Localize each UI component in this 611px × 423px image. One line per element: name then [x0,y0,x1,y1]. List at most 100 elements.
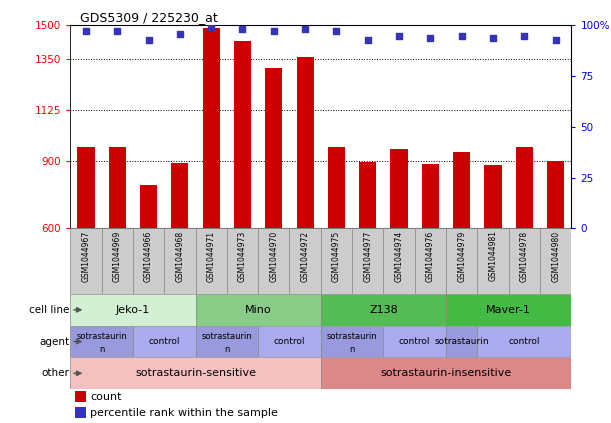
Point [457,32,467,39]
Text: GSM1044974: GSM1044974 [395,231,403,282]
Bar [196,326,258,357]
Bar [446,294,571,326]
Text: GSM1044980: GSM1044980 [551,231,560,282]
Bar [203,28,220,228]
Text: GSM1044971: GSM1044971 [207,231,216,282]
Text: GSM1044976: GSM1044976 [426,231,435,282]
Bar [164,228,196,294]
Text: GSM1044981: GSM1044981 [489,231,497,281]
Bar [70,228,101,294]
Text: GSM1044973: GSM1044973 [238,231,247,282]
Bar [101,228,133,294]
Bar [321,326,384,357]
Bar [140,185,157,228]
Bar [78,147,95,228]
Text: sotrastaurin: sotrastaurin [327,332,378,341]
Bar [321,228,352,294]
Bar [296,57,313,228]
Bar [70,326,133,357]
Text: cell line: cell line [29,305,70,315]
Bar [321,357,571,389]
Bar [422,164,439,228]
Bar [227,228,258,294]
Text: GDS5309 / 225230_at: GDS5309 / 225230_at [80,11,218,24]
Point [207,24,216,31]
Text: GSM1044977: GSM1044977 [364,231,372,282]
Bar [477,228,509,294]
Text: GSM1044970: GSM1044970 [269,231,278,282]
Bar [453,152,470,228]
Bar [384,326,446,357]
Bar [75,407,86,418]
Bar [70,357,321,389]
Text: sotrastaurin-insensitive: sotrastaurin-insensitive [381,368,511,378]
Bar [509,228,540,294]
Bar [359,162,376,228]
Text: n: n [349,345,355,354]
Text: GSM1044967: GSM1044967 [81,231,90,282]
Text: n: n [99,345,104,354]
Bar [390,149,408,228]
Text: Mino: Mino [245,305,271,315]
Text: percentile rank within the sample: percentile rank within the sample [90,408,278,418]
Text: GSM1044978: GSM1044978 [520,231,529,282]
Bar [446,326,477,357]
Text: Maver-1: Maver-1 [486,305,531,315]
Point [81,28,91,35]
Bar [196,294,321,326]
Point [112,28,122,35]
Text: Jeko-1: Jeko-1 [115,305,150,315]
Bar [384,228,415,294]
Bar [516,147,533,228]
Point [144,36,153,43]
Text: GSM1044969: GSM1044969 [113,231,122,282]
Text: GSM1044966: GSM1044966 [144,231,153,282]
Bar [70,294,196,326]
Point [425,34,435,41]
Bar [171,163,188,228]
Point [363,36,373,43]
Point [519,32,529,39]
Point [300,26,310,33]
Bar [133,326,196,357]
Bar [290,228,321,294]
Bar [485,165,502,228]
Text: control: control [274,337,306,346]
Bar [234,41,251,228]
Text: control: control [508,337,540,346]
Bar [352,228,384,294]
Bar [540,228,571,294]
Text: agent: agent [40,337,70,346]
Point [551,36,560,43]
Point [394,32,404,39]
Text: sotrastaurin-sensitive: sotrastaurin-sensitive [135,368,256,378]
Bar [547,161,564,228]
Text: sotrastaurin: sotrastaurin [76,332,127,341]
Point [175,30,185,37]
Text: control: control [148,337,180,346]
Text: Z138: Z138 [369,305,398,315]
Bar [265,68,282,228]
Bar [75,391,86,403]
Point [332,28,342,35]
Bar [328,147,345,228]
Text: other: other [42,368,70,378]
Text: count: count [90,392,122,402]
Text: GSM1044979: GSM1044979 [457,231,466,282]
Bar [258,228,290,294]
Bar [477,326,571,357]
Point [488,34,498,41]
Bar [415,228,446,294]
Bar [133,228,164,294]
Point [269,28,279,35]
Text: n: n [224,345,230,354]
Bar [258,326,321,357]
Bar [321,294,446,326]
Bar [446,228,477,294]
Text: GSM1044972: GSM1044972 [301,231,310,282]
Text: GSM1044975: GSM1044975 [332,231,341,282]
Bar [196,228,227,294]
Text: control: control [399,337,431,346]
Bar [109,147,126,228]
Text: sotrastaurin: sotrastaurin [434,337,489,346]
